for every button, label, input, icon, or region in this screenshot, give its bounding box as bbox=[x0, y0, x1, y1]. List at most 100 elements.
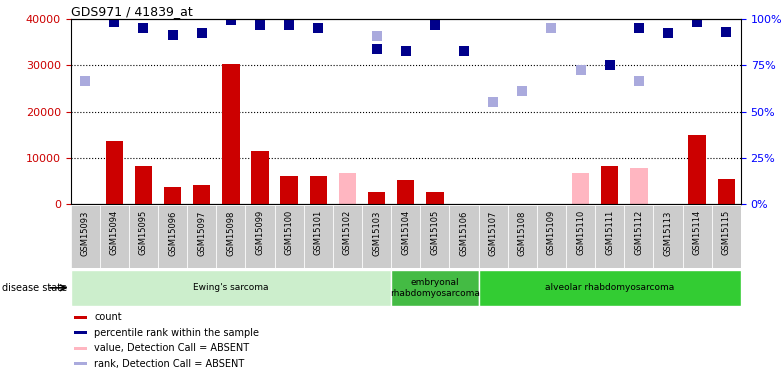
Text: GDS971 / 41839_at: GDS971 / 41839_at bbox=[71, 4, 192, 18]
Bar bbox=[362, 205, 391, 268]
Point bbox=[224, 16, 237, 22]
Bar bbox=[164, 187, 181, 204]
Point bbox=[166, 32, 179, 38]
Point bbox=[720, 29, 732, 35]
Text: GSM15114: GSM15114 bbox=[692, 210, 702, 255]
Bar bbox=[566, 205, 595, 268]
Point bbox=[691, 20, 703, 26]
Text: value, Detection Call = ABSENT: value, Detection Call = ABSENT bbox=[94, 344, 249, 353]
Point bbox=[604, 62, 616, 68]
Bar bbox=[368, 192, 385, 204]
Text: percentile rank within the sample: percentile rank within the sample bbox=[94, 328, 259, 338]
Text: GSM15113: GSM15113 bbox=[663, 210, 673, 255]
Bar bbox=[478, 270, 741, 306]
Bar bbox=[245, 205, 274, 268]
Point bbox=[137, 25, 150, 31]
Text: embryonal
rhabdomyosarcoma: embryonal rhabdomyosarcoma bbox=[390, 278, 480, 297]
Point bbox=[370, 46, 383, 52]
Text: GSM15095: GSM15095 bbox=[139, 210, 148, 255]
Text: GSM15112: GSM15112 bbox=[634, 210, 644, 255]
Bar bbox=[712, 205, 741, 268]
Bar bbox=[106, 141, 123, 204]
Point bbox=[108, 20, 121, 26]
Bar bbox=[71, 270, 391, 306]
Text: GSM15094: GSM15094 bbox=[110, 210, 119, 255]
Text: GSM15098: GSM15098 bbox=[227, 210, 235, 255]
Text: GSM15110: GSM15110 bbox=[576, 210, 585, 255]
Point bbox=[662, 30, 674, 36]
Bar bbox=[601, 185, 619, 204]
Point bbox=[312, 25, 325, 31]
Bar bbox=[478, 205, 508, 268]
Text: GSM15111: GSM15111 bbox=[605, 210, 614, 255]
Bar bbox=[572, 173, 590, 204]
Bar bbox=[391, 270, 478, 306]
Point bbox=[254, 22, 267, 28]
Point bbox=[458, 48, 470, 54]
Bar bbox=[310, 176, 327, 204]
Bar bbox=[391, 205, 420, 268]
Text: GSM15103: GSM15103 bbox=[372, 210, 381, 255]
Text: GSM15102: GSM15102 bbox=[343, 210, 352, 255]
Bar bbox=[339, 173, 356, 204]
Text: count: count bbox=[94, 312, 122, 322]
Bar bbox=[74, 332, 87, 334]
Point bbox=[195, 30, 208, 36]
Text: GSM15115: GSM15115 bbox=[722, 210, 731, 255]
Text: GSM15106: GSM15106 bbox=[459, 210, 469, 255]
Bar bbox=[74, 316, 87, 319]
Point bbox=[516, 88, 528, 94]
Text: GSM15093: GSM15093 bbox=[81, 210, 89, 255]
Bar bbox=[74, 362, 87, 365]
Text: GSM15104: GSM15104 bbox=[401, 210, 410, 255]
Point bbox=[399, 48, 412, 54]
Point bbox=[79, 78, 92, 84]
Bar bbox=[251, 151, 269, 204]
Point bbox=[633, 25, 645, 31]
Text: alveolar rhabdomyosarcoma: alveolar rhabdomyosarcoma bbox=[545, 284, 674, 292]
Bar bbox=[630, 168, 648, 204]
Bar bbox=[74, 347, 87, 350]
Bar bbox=[193, 185, 210, 204]
Text: rank, Detection Call = ABSENT: rank, Detection Call = ABSENT bbox=[94, 359, 245, 369]
Text: GSM15096: GSM15096 bbox=[168, 210, 177, 255]
Bar bbox=[508, 205, 537, 268]
Point bbox=[633, 78, 645, 84]
Point bbox=[429, 22, 441, 28]
Bar bbox=[71, 205, 100, 268]
Bar bbox=[222, 64, 240, 204]
Bar bbox=[274, 205, 303, 268]
Point bbox=[370, 33, 383, 39]
Bar bbox=[333, 205, 362, 268]
Point bbox=[545, 25, 557, 31]
Point bbox=[487, 99, 499, 105]
Bar bbox=[158, 205, 187, 268]
Bar bbox=[100, 205, 129, 268]
Bar bbox=[187, 205, 216, 268]
Bar bbox=[717, 179, 735, 204]
Text: GSM15109: GSM15109 bbox=[547, 210, 556, 255]
Bar bbox=[303, 205, 333, 268]
Bar bbox=[129, 205, 158, 268]
Bar bbox=[653, 205, 683, 268]
Point bbox=[575, 67, 587, 73]
Bar bbox=[449, 205, 478, 268]
Bar bbox=[420, 205, 449, 268]
Text: GSM15100: GSM15100 bbox=[285, 210, 294, 255]
Bar bbox=[688, 135, 706, 204]
Bar bbox=[601, 166, 619, 204]
Bar bbox=[595, 205, 624, 268]
Bar bbox=[683, 205, 712, 268]
Text: GSM15101: GSM15101 bbox=[314, 210, 323, 255]
Text: GSM15097: GSM15097 bbox=[198, 210, 206, 255]
Bar bbox=[426, 192, 444, 204]
Bar bbox=[397, 180, 415, 204]
Text: disease state: disease state bbox=[2, 283, 67, 293]
Text: GSM15099: GSM15099 bbox=[256, 210, 264, 255]
Text: GSM15107: GSM15107 bbox=[488, 210, 498, 255]
Bar bbox=[135, 166, 152, 204]
Bar bbox=[216, 205, 245, 268]
Bar bbox=[281, 176, 298, 204]
Bar bbox=[537, 205, 566, 268]
Text: Ewing's sarcoma: Ewing's sarcoma bbox=[193, 284, 269, 292]
